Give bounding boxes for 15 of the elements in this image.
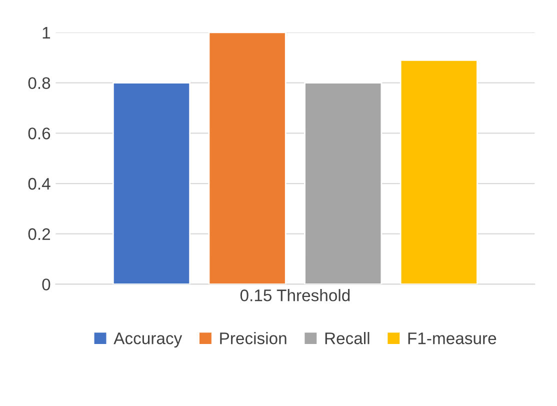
y-tick-label: 0.2 [28,228,50,240]
bar [208,32,286,284]
legend-label: Accuracy [114,332,182,348]
y-tick-label: 0.8 [28,77,50,90]
bar [112,82,191,284]
bar [400,59,478,284]
y-tick-label: 0.6 [28,128,50,140]
legend-label: Precision [220,332,286,344]
bar [304,82,382,284]
y-tick-label: 0 [42,278,50,290]
y-tick-label: 0.4 [28,178,50,190]
y-tick-label: 1 [42,27,50,39]
x-tick-label: 0.15 Threshold [240,289,350,302]
legend-label: F1-measure [408,332,496,344]
legend-label: Recall [325,332,370,344]
